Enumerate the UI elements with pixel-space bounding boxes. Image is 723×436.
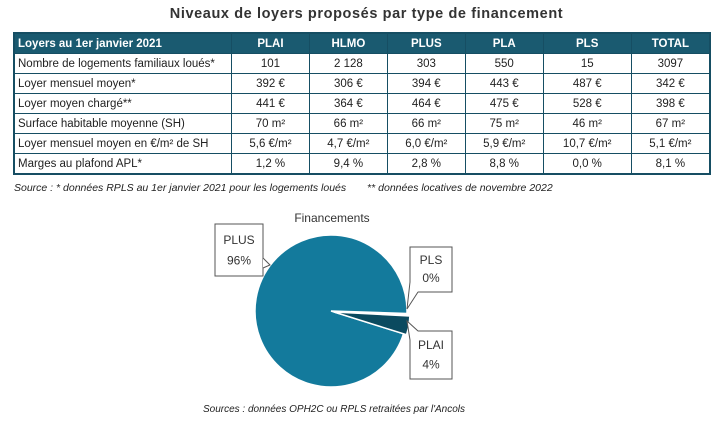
cell: 392 €: [231, 73, 310, 94]
callout-value: 4%: [422, 357, 440, 371]
cell: 398 €: [630, 93, 711, 114]
cell: 5,1 €/m²: [630, 133, 711, 154]
callout-label: PLAI: [418, 338, 444, 352]
cell: 101: [231, 53, 310, 74]
table-row: Loyer mensuel moyen en €/m² de SH 5,6 €/m…: [13, 133, 711, 154]
chart-title: Financements: [294, 211, 370, 225]
cell: 5,6 €/m²: [231, 133, 310, 154]
cell: 8,8 %: [464, 153, 544, 175]
cell: 3097: [630, 53, 711, 74]
cell: 443 €: [464, 73, 544, 94]
column-header: TOTAL: [630, 32, 711, 54]
source-note-2: ** données locatives de novembre 2022: [367, 182, 553, 194]
pie-slice-plus: [254, 234, 408, 388]
cell: 10,7 €/m²: [542, 133, 632, 154]
cell: 2 128: [308, 53, 388, 74]
cell: 1,2 %: [231, 153, 310, 175]
callout-plus: PLUS 96%: [214, 223, 271, 277]
page-title: Niveaux de loyers proposés par type de f…: [169, 6, 564, 22]
column-header: PLAI: [231, 32, 310, 54]
table-row: Nombre de logements familiaux loués* 101 2…: [13, 53, 711, 74]
column-header: PLS: [542, 32, 632, 54]
table-row: Loyer moyen chargé** 441 €364 €464 €475 €…: [13, 93, 711, 114]
cell: 475 €: [464, 93, 544, 114]
source-note-1: Source : * données RPLS au 1er janvier 2…: [14, 182, 347, 194]
cell: 8,1 %: [630, 153, 711, 175]
callout-value: 96%: [227, 254, 251, 268]
table-header-row: Loyers au 1er janvier 2021 PLAI HLMO PLU…: [13, 32, 711, 54]
row-label: Loyer mensuel moyen en €/m² de SH: [13, 133, 232, 154]
callout-label: PLS: [420, 253, 443, 267]
cell: 4,7 €/m²: [308, 133, 388, 154]
cell: 303: [386, 53, 466, 74]
callout-pls: PLS 0%: [406, 246, 453, 310]
callout-plai: PLAI 4%: [406, 319, 453, 380]
cell: 46 m²: [542, 113, 632, 134]
table-source: Source : * données RPLS au 1er janvier 2…: [14, 182, 571, 194]
cell: 2,8 %: [386, 153, 466, 175]
callout-value: 0%: [422, 271, 440, 285]
cell: 66 m²: [308, 113, 388, 134]
cell: 0,0 %: [542, 153, 632, 175]
cell: 464 €: [386, 93, 466, 114]
table-row: Marges au plafond APL* 1,2 % 9,4 % 2,8 % 8,8…: [13, 153, 711, 175]
row-label: Loyer mensuel moyen*: [13, 73, 232, 94]
row-label: Marges au plafond APL*: [13, 153, 232, 175]
table-row: Surface habitable moyenne (SH) 70 m² 66 m²…: [13, 113, 711, 134]
cell: 6,0 €/m²: [386, 133, 466, 154]
callout-label: PLUS: [223, 233, 254, 247]
rent-table: Loyers au 1er janvier 2021 PLAI HLMO PLU…: [13, 32, 711, 175]
chart-source: Sources : données OPH2C ou RPLS retraité…: [202, 404, 466, 415]
